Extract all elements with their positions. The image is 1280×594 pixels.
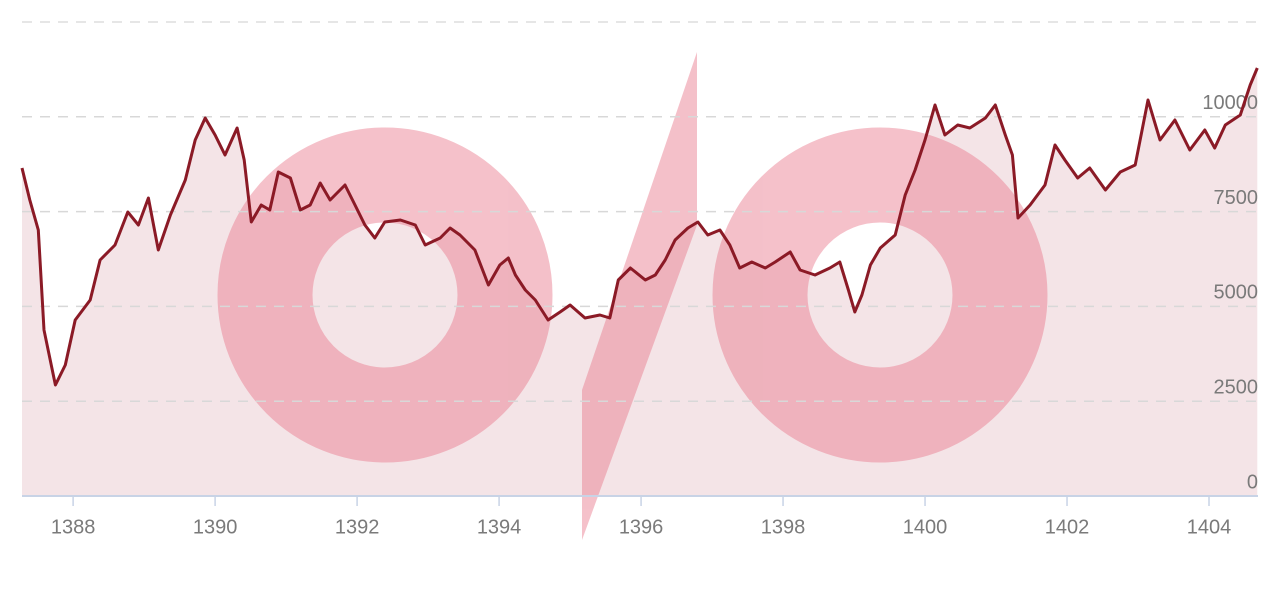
y-tick-label: 0	[1247, 471, 1258, 493]
line	[20, 67, 1259, 387]
x-tick-label: 1390	[193, 516, 238, 538]
x-tick-label: 1392	[335, 516, 380, 538]
plot-layer	[20, 67, 1259, 387]
area-layer	[22, 68, 1258, 496]
x-tick-label: 1402	[1045, 516, 1090, 538]
y-tick-label: 5000	[1214, 282, 1259, 304]
watermark-slash	[582, 52, 697, 540]
x-tick-label: 1396	[619, 516, 664, 538]
grid-layer: 0 2500 5000 7500 10000 1388 1390 1392 1394 1396 13…	[22, 92, 1258, 538]
watermark-ring-right	[712, 127, 1048, 463]
x-tick-label: 1394	[477, 516, 522, 538]
watermark	[217, 52, 1048, 540]
watermark-ring-left	[217, 127, 553, 463]
y-tick-label: 10000	[1202, 92, 1258, 114]
x-tick-label: 1388	[51, 516, 96, 538]
x-tick-label: 1398	[761, 516, 806, 538]
y-tick-label: 7500	[1214, 187, 1259, 209]
x-tick-label: 1404	[1187, 516, 1232, 538]
x-tick-label: 1400	[903, 516, 948, 538]
area	[22, 68, 1258, 496]
y-tick-label: 2500	[1214, 376, 1259, 398]
